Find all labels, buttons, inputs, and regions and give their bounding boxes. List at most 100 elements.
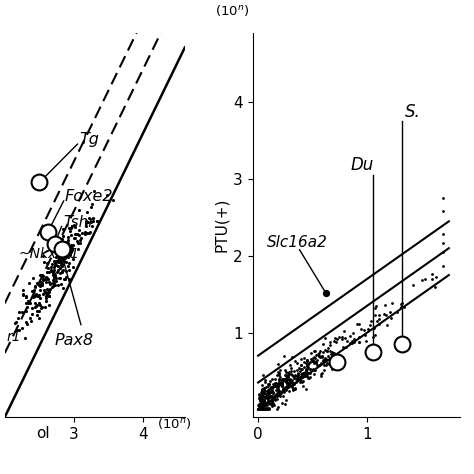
Point xyxy=(325,344,332,351)
Point xyxy=(13,318,20,326)
Point xyxy=(270,393,277,401)
Point xyxy=(69,245,76,252)
Point xyxy=(262,378,269,386)
Point xyxy=(279,382,286,390)
Point xyxy=(294,369,302,377)
Point xyxy=(264,390,271,397)
Text: Tg: Tg xyxy=(80,132,100,147)
Point xyxy=(285,370,292,378)
Point xyxy=(261,399,268,406)
Point xyxy=(49,283,56,290)
Point xyxy=(301,369,308,377)
Point xyxy=(266,388,273,396)
Point xyxy=(334,353,341,361)
Point xyxy=(353,320,361,328)
Point xyxy=(286,376,294,384)
Point xyxy=(88,200,96,208)
Point xyxy=(52,254,60,261)
Point xyxy=(258,395,265,403)
Point xyxy=(18,324,26,331)
Point xyxy=(69,263,77,270)
Point xyxy=(46,292,53,300)
Point xyxy=(309,354,317,362)
Point xyxy=(36,286,44,293)
Point xyxy=(272,395,279,402)
Point xyxy=(38,282,46,289)
Point xyxy=(303,369,311,376)
Point xyxy=(264,394,272,401)
Point xyxy=(283,373,291,381)
Point xyxy=(65,266,73,274)
Point xyxy=(46,280,54,288)
Point xyxy=(260,397,268,405)
Point xyxy=(291,385,299,392)
Point xyxy=(57,255,64,263)
Point xyxy=(256,401,264,408)
Point xyxy=(283,378,291,386)
Point xyxy=(294,371,302,379)
Point xyxy=(286,361,294,369)
Point xyxy=(326,355,334,362)
Point xyxy=(305,375,313,383)
Point xyxy=(263,405,271,412)
Point xyxy=(293,372,301,380)
Point xyxy=(303,372,310,379)
Point xyxy=(264,406,272,413)
Point xyxy=(263,405,270,412)
Point xyxy=(313,356,320,364)
Point xyxy=(68,223,76,230)
Point xyxy=(22,335,29,342)
Point xyxy=(294,370,301,378)
Point xyxy=(306,373,314,381)
Point xyxy=(53,278,60,285)
Point xyxy=(85,229,93,237)
Point xyxy=(43,290,51,298)
Point xyxy=(283,378,290,385)
Point xyxy=(43,274,50,282)
Point xyxy=(310,359,318,366)
Point xyxy=(279,375,287,383)
Point xyxy=(290,379,298,386)
Point xyxy=(47,242,55,250)
Point xyxy=(36,271,44,279)
Point xyxy=(270,401,277,409)
Point xyxy=(367,317,374,324)
Point xyxy=(262,393,270,401)
Point xyxy=(284,369,292,377)
Point xyxy=(346,333,354,340)
Point xyxy=(303,356,310,364)
Point xyxy=(33,302,40,310)
Point xyxy=(50,269,58,277)
Point xyxy=(31,283,39,291)
Point xyxy=(310,370,318,378)
Point xyxy=(74,245,82,253)
Point xyxy=(265,380,273,388)
Point xyxy=(265,388,273,396)
Point xyxy=(277,380,285,388)
Text: $(10^n)$: $(10^n)$ xyxy=(215,3,250,18)
Point xyxy=(42,297,49,304)
Point xyxy=(25,299,32,307)
Point xyxy=(45,288,53,296)
Point xyxy=(297,378,305,385)
Point xyxy=(256,406,264,413)
Point xyxy=(303,357,310,365)
Point xyxy=(300,358,308,366)
Point xyxy=(291,384,299,392)
Point xyxy=(259,390,266,398)
Point xyxy=(259,390,266,398)
Point xyxy=(57,280,65,287)
Point xyxy=(45,286,53,294)
Point xyxy=(340,328,348,335)
Text: S.: S. xyxy=(405,103,421,121)
Point xyxy=(369,333,377,340)
Point xyxy=(262,391,270,398)
Point xyxy=(13,326,21,334)
Point xyxy=(325,360,333,367)
Point xyxy=(290,373,297,380)
Point xyxy=(82,218,90,225)
Point xyxy=(348,339,356,346)
Point xyxy=(258,395,266,403)
Point xyxy=(274,388,282,395)
Point xyxy=(255,406,262,413)
